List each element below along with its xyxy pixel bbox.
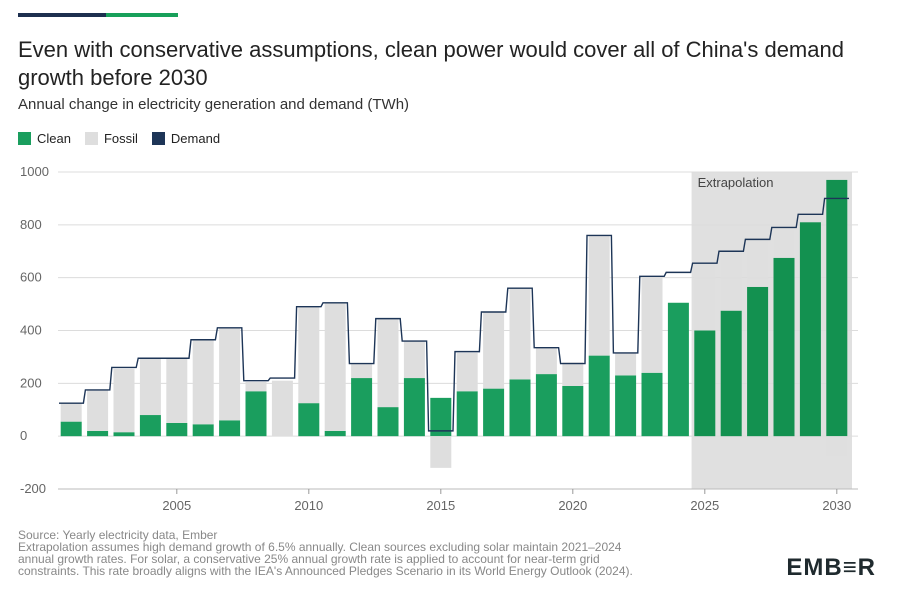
clean-bar-2003 <box>113 432 135 437</box>
clean-bar-2019 <box>535 374 557 437</box>
fossil-bar-2023 <box>641 276 663 373</box>
legend-label-demand: Demand <box>170 131 221 146</box>
legend-item-fossil: Fossil <box>84 131 138 146</box>
fossil-bar-2017 <box>483 312 505 389</box>
fossil-bar-2028 <box>773 227 795 258</box>
clean-bar-2013 <box>377 407 399 437</box>
ember-logo: EMB≡R <box>786 554 876 581</box>
accent-segment-navy <box>18 13 106 17</box>
fossil-bar-2018 <box>509 288 531 380</box>
demand-line <box>59 197 849 432</box>
clean-bar-2017 <box>483 388 505 437</box>
fossil-bar-2022 <box>615 352 637 376</box>
clean-bar-2026 <box>720 310 742 437</box>
fossil-bar-2026 <box>720 251 742 311</box>
extrapolation-label: Extrapolation <box>698 175 774 190</box>
y-tick-label: 400 <box>20 323 42 338</box>
clean-bar-2005 <box>166 422 188 437</box>
footer: Source: Yearly electricity data, Ember E… <box>18 529 738 577</box>
clean-bar-2010 <box>298 403 320 437</box>
y-tick-label: 1000 <box>20 164 49 179</box>
clean-bar-2030 <box>826 179 848 437</box>
fossil-bar-2001 <box>60 403 82 422</box>
accent-segment-green <box>106 13 178 17</box>
fossil-bar-2021 <box>588 235 610 356</box>
legend: Clean Fossil Demand <box>18 131 220 146</box>
clean-bar-2008 <box>245 391 267 437</box>
fossil-bar-2004 <box>139 358 161 416</box>
fossil-bar-2013 <box>377 318 399 408</box>
fossil-bar-2006 <box>192 339 214 425</box>
x-tick-label: 2010 <box>294 498 323 513</box>
footer-note: Extrapolation assumes high demand growth… <box>18 540 633 578</box>
fossil-bar-2027 <box>747 239 769 287</box>
chart-subtitle: Annual change in electricity generation … <box>18 96 410 113</box>
fossil-bar-2003 <box>113 368 135 433</box>
top-accent-bar <box>18 13 178 17</box>
x-tick-label: 2020 <box>558 498 587 513</box>
fossil-bar-2016 <box>456 352 478 392</box>
clean-bar-2020 <box>562 385 584 437</box>
x-tick-label: 2030 <box>822 498 851 513</box>
y-tick-label: 800 <box>20 217 42 232</box>
y-tick-label: -200 <box>20 481 46 496</box>
clean-bar-2007 <box>219 420 241 437</box>
fossil-bar-2019 <box>535 347 557 375</box>
y-tick-label: 200 <box>20 375 42 390</box>
chart-title: Even with conservative assumptions, clea… <box>18 37 844 90</box>
clean-bar-2024 <box>667 302 689 437</box>
fossil-bar-2025 <box>694 263 716 331</box>
clean-bar-2027 <box>747 286 769 437</box>
clean-bar-2011 <box>324 430 346 437</box>
fossil-bar-2029 <box>799 212 821 223</box>
x-tick-label: 2005 <box>162 498 191 513</box>
legend-label-fossil: Fossil <box>103 131 138 146</box>
y-tick-label: 0 <box>20 428 27 443</box>
legend-swatch-fossil <box>84 132 98 145</box>
clean-bar-2002 <box>87 430 109 437</box>
clean-bar-2025 <box>694 330 716 437</box>
fossil-bar-2007 <box>219 327 241 421</box>
legend-swatch-demand <box>151 132 165 145</box>
clean-bar-2028 <box>773 257 795 437</box>
clean-bar-2016 <box>456 391 478 437</box>
chart-area: Extrapolation -200 0 200 400 600 800 1000 2005 20… <box>20 164 858 513</box>
clean-bar-2023 <box>641 372 663 437</box>
legend-swatch-clean <box>18 132 31 145</box>
legend-item-demand: Demand <box>151 131 221 146</box>
fossil-bar-2005 <box>166 358 188 423</box>
clean-bar-2006 <box>192 424 214 437</box>
clean-bar-2001 <box>60 421 82 437</box>
clean-bar-2015 <box>430 397 452 437</box>
fossil-bar-2012 <box>351 363 373 379</box>
fossil-bar-2030 <box>826 436 848 456</box>
x-tick-label: 2015 <box>426 498 455 513</box>
fossil-bar-2009 <box>271 380 293 437</box>
x-tick-label: 2025 <box>690 498 719 513</box>
clean-bar-2029 <box>799 222 821 437</box>
clean-bar-2014 <box>403 378 425 437</box>
fossil-bar-2002 <box>87 389 109 431</box>
clean-bar-2004 <box>139 415 161 437</box>
legend-item-clean: Clean <box>18 131 71 146</box>
clean-bar-2018 <box>509 379 531 437</box>
clean-bar-2021 <box>588 355 610 437</box>
fossil-bar-2020 <box>562 362 584 386</box>
clean-bar-2012 <box>351 378 373 437</box>
y-tick-label: 600 <box>20 270 42 285</box>
fossil-bar-2008 <box>245 382 267 392</box>
fossil-bar-2011 <box>324 302 346 431</box>
fossil-bar-2014 <box>403 341 425 379</box>
fossil-bar-2015 <box>430 436 452 468</box>
clean-bar-2022 <box>615 375 637 437</box>
legend-label-clean: Clean <box>37 131 71 146</box>
footer-source: Source: Yearly electricity data, Ember <box>18 528 218 542</box>
fossil-bar-2010 <box>298 306 320 404</box>
